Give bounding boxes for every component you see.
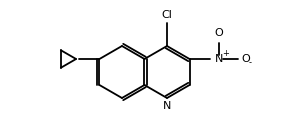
Text: O: O bbox=[214, 29, 223, 39]
Text: N: N bbox=[163, 101, 171, 111]
Text: N: N bbox=[215, 54, 223, 64]
Text: Cl: Cl bbox=[162, 10, 172, 20]
Text: O: O bbox=[241, 54, 250, 64]
Text: -: - bbox=[249, 59, 252, 67]
Text: +: + bbox=[222, 50, 229, 59]
